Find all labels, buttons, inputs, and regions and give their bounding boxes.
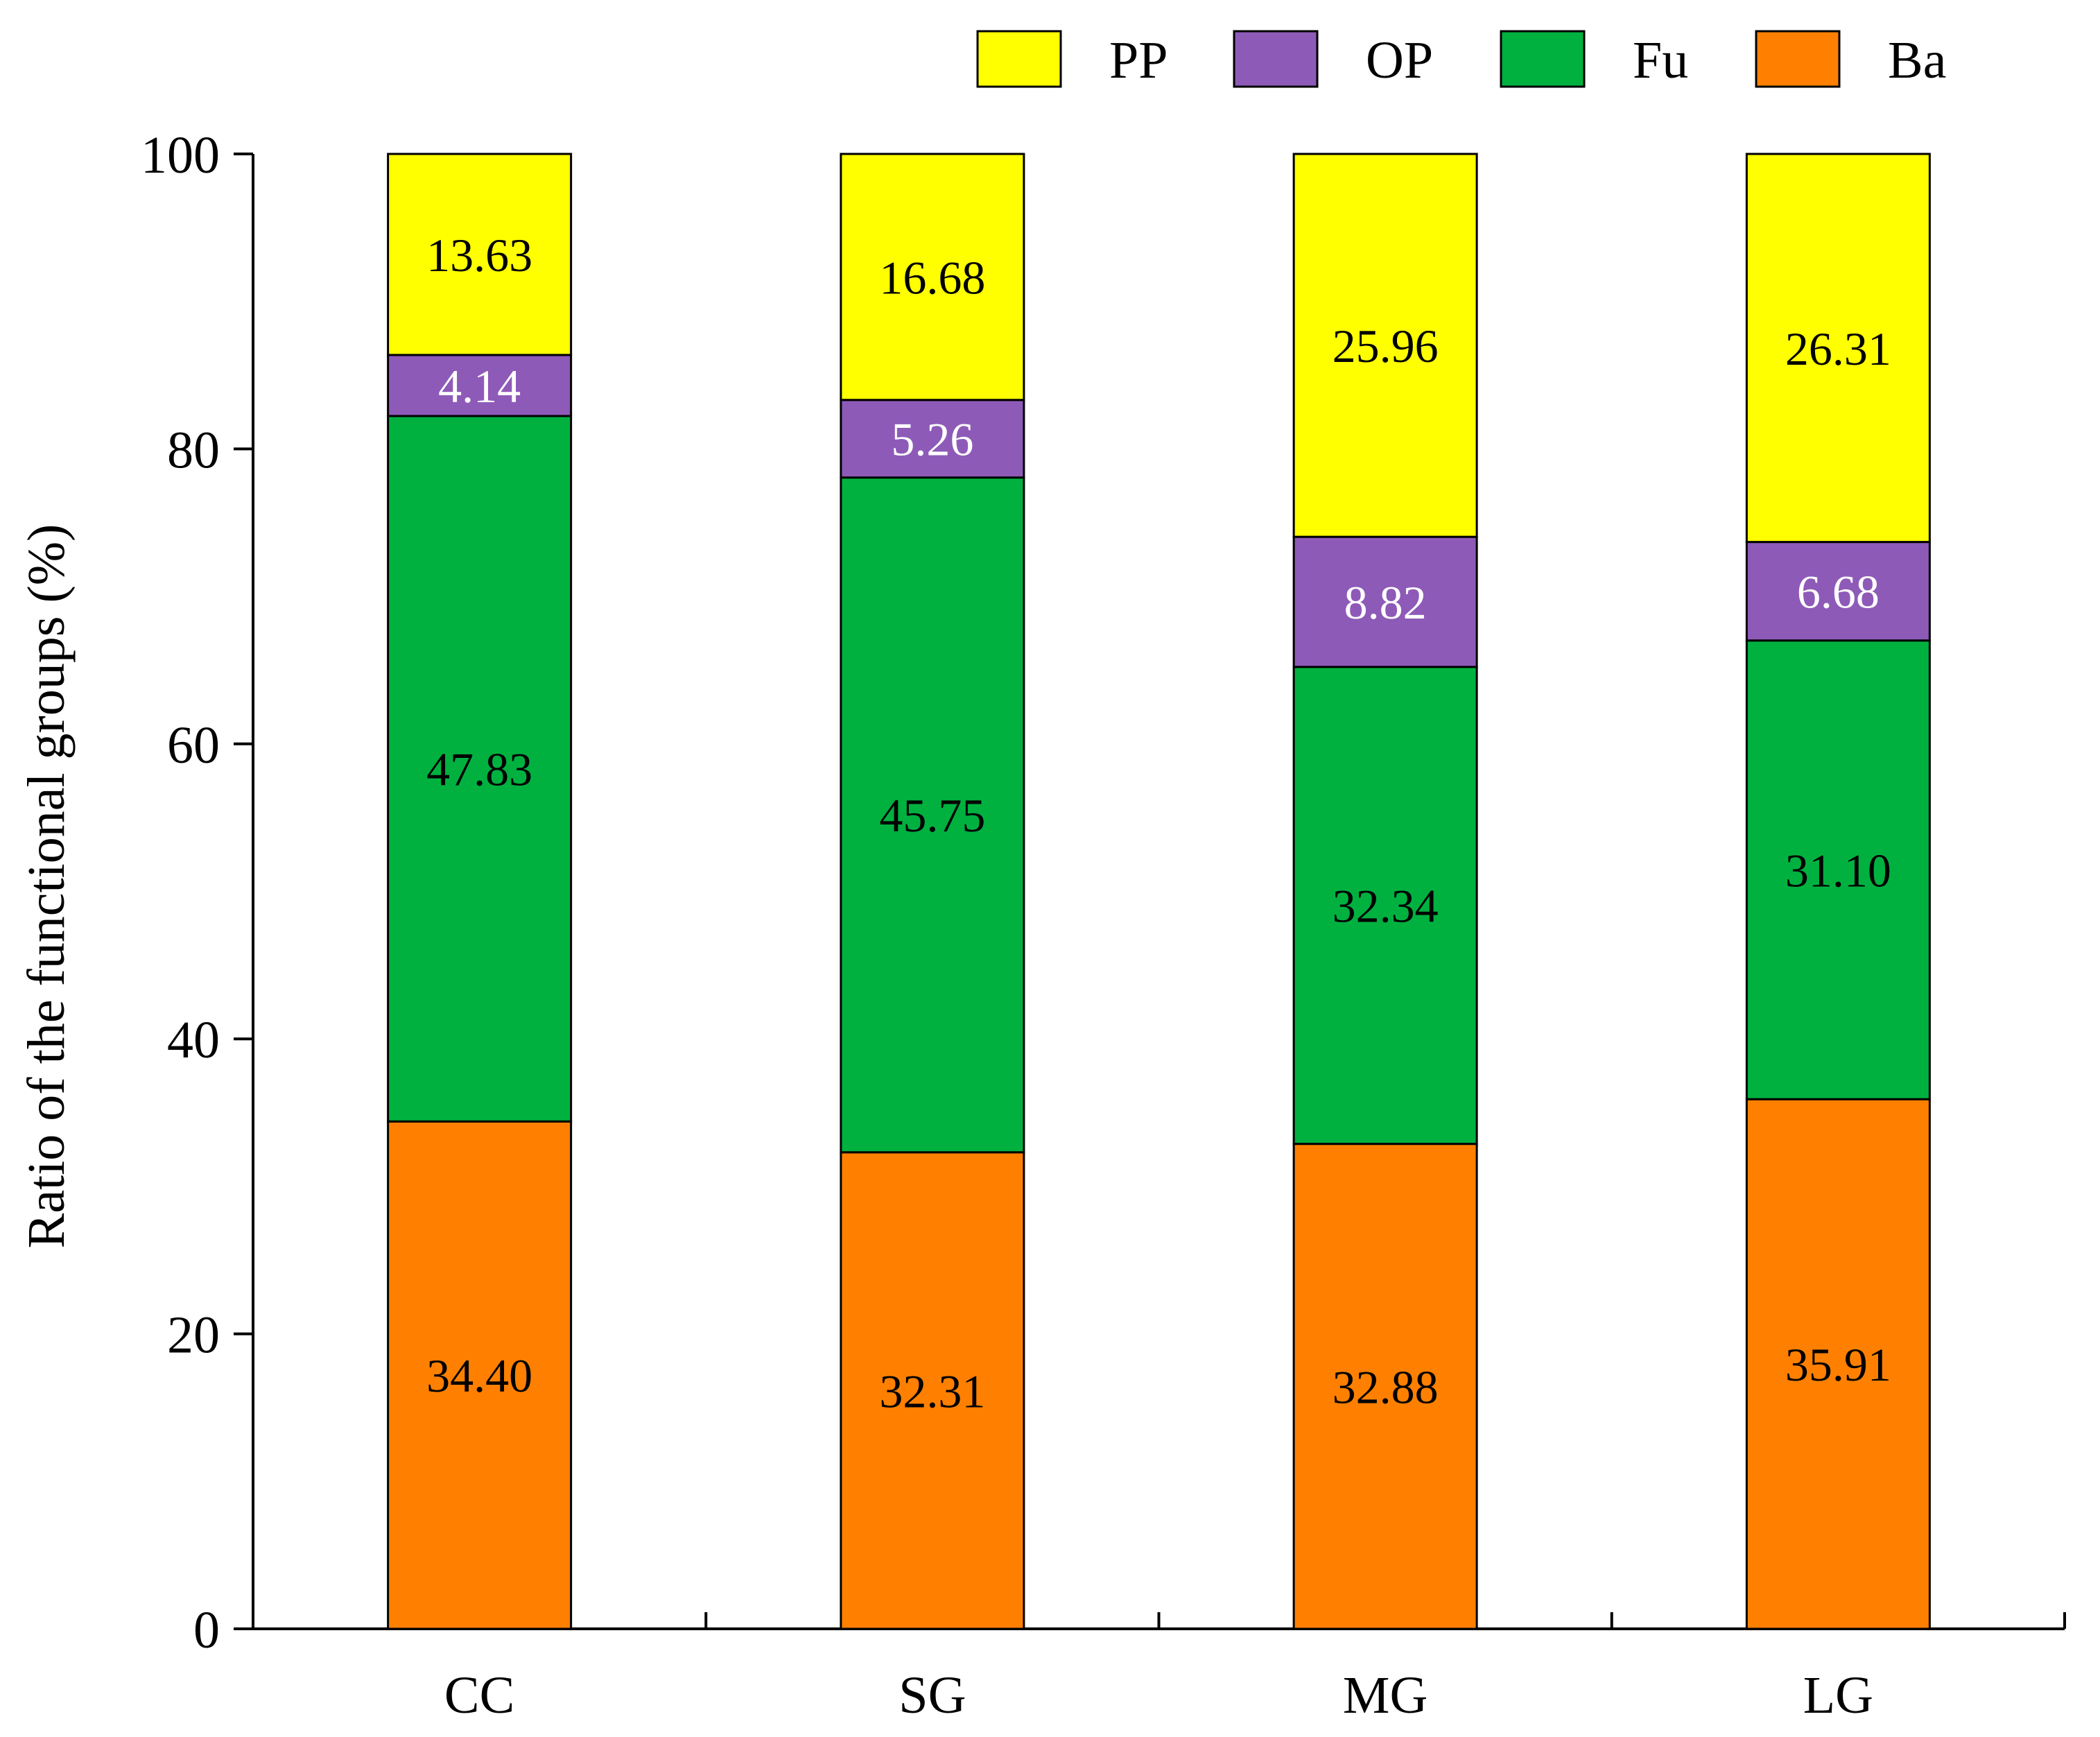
bar-segment-pp-cc [387,153,573,356]
bar-segment-ba-cc [387,1120,573,1630]
bar-segment-ba-sg [840,1151,1025,1630]
data-label-op-mg: 8.82 [1344,576,1427,629]
bar-segment-ba-lg [1745,1098,1931,1630]
y-tick-label: 0 [193,1601,220,1659]
legend-item-ba: Ba [1755,30,1946,89]
bar-group-cc: 34.40 47.83 4.14 13.63 [387,153,573,1630]
y-axis-title: Ratio of the functional groups (%) [17,524,76,1249]
legend-swatch-op [1233,30,1319,88]
bar-segment-fu-cc [387,415,573,1123]
x-axis: CC SG MG LG [253,1612,2066,1725]
legend-label-op: OP [1366,31,1433,89]
data-label-fu-cc: 47.83 [426,743,532,796]
bar-segment-fu-sg [840,476,1025,1154]
bar-group-mg: 32.88 32.34 8.82 25.96 [1292,153,1478,1630]
x-tick-label-cc: CC [444,1666,514,1725]
data-label-ba-cc: 34.40 [426,1349,532,1402]
data-label-pp-cc: 13.63 [426,229,532,282]
bar-segment-fu-mg [1292,666,1478,1146]
bar-segment-fu-lg [1745,639,1931,1100]
data-label-fu-sg: 45.75 [879,789,985,842]
data-label-pp-mg: 25.96 [1333,320,1439,372]
data-label-ba-lg: 35.91 [1785,1338,1891,1391]
bars: 34.4047.834.1413.6332.3145.755.2616.6832… [387,153,1931,1630]
data-label-pp-sg: 16.68 [879,251,985,304]
bar-segment-pp-mg [1292,153,1478,538]
bar-segment-pp-lg [1745,153,1931,544]
bar-segment-pp-sg [840,153,1025,401]
x-tick-label-sg: SG [899,1666,966,1725]
data-label-fu-mg: 32.34 [1333,880,1439,933]
x-tick-label-lg: LG [1803,1666,1873,1725]
data-label-fu-lg: 31.10 [1785,844,1891,897]
data-label-op-cc: 4.14 [438,360,521,413]
legend: PP OP Fu Ba [976,30,1946,89]
data-label-ba-mg: 32.88 [1333,1360,1439,1413]
data-label-op-sg: 5.26 [891,413,973,466]
legend-label-fu: Fu [1633,31,1688,89]
bar-segment-op-sg [840,399,1025,479]
data-label-pp-lg: 26.31 [1785,322,1891,375]
y-tick-label: 40 [167,1011,220,1069]
bar-group-sg: 32.31 45.75 5.26 16.68 [840,153,1025,1630]
legend-label-ba: Ba [1888,31,1946,89]
legend-item-op: OP [1233,30,1433,89]
y-tick-label: 60 [167,716,220,775]
legend-label-pp: PP [1109,31,1168,89]
legend-swatch-ba [1755,30,1841,88]
legend-swatch-pp [976,30,1062,88]
data-label-op-lg: 6.68 [1797,566,1880,619]
legend-swatch-fu [1500,30,1586,88]
y-tick-label: 80 [167,421,220,479]
bar-segment-op-lg [1745,541,1931,642]
x-tick-label-mg: MG [1343,1666,1428,1725]
legend-item-fu: Fu [1500,30,1688,89]
y-tick-label: 20 [167,1306,220,1365]
y-tick-label: 100 [141,126,220,184]
legend-item-pp: PP [976,30,1168,89]
bar-group-lg: 35.91 31.10 6.68 26.31 [1745,153,1931,1630]
data-label-ba-sg: 32.31 [879,1365,985,1417]
y-axis: 0 20 40 60 80 100 [141,126,254,1659]
bar-segment-ba-mg [1292,1143,1478,1630]
